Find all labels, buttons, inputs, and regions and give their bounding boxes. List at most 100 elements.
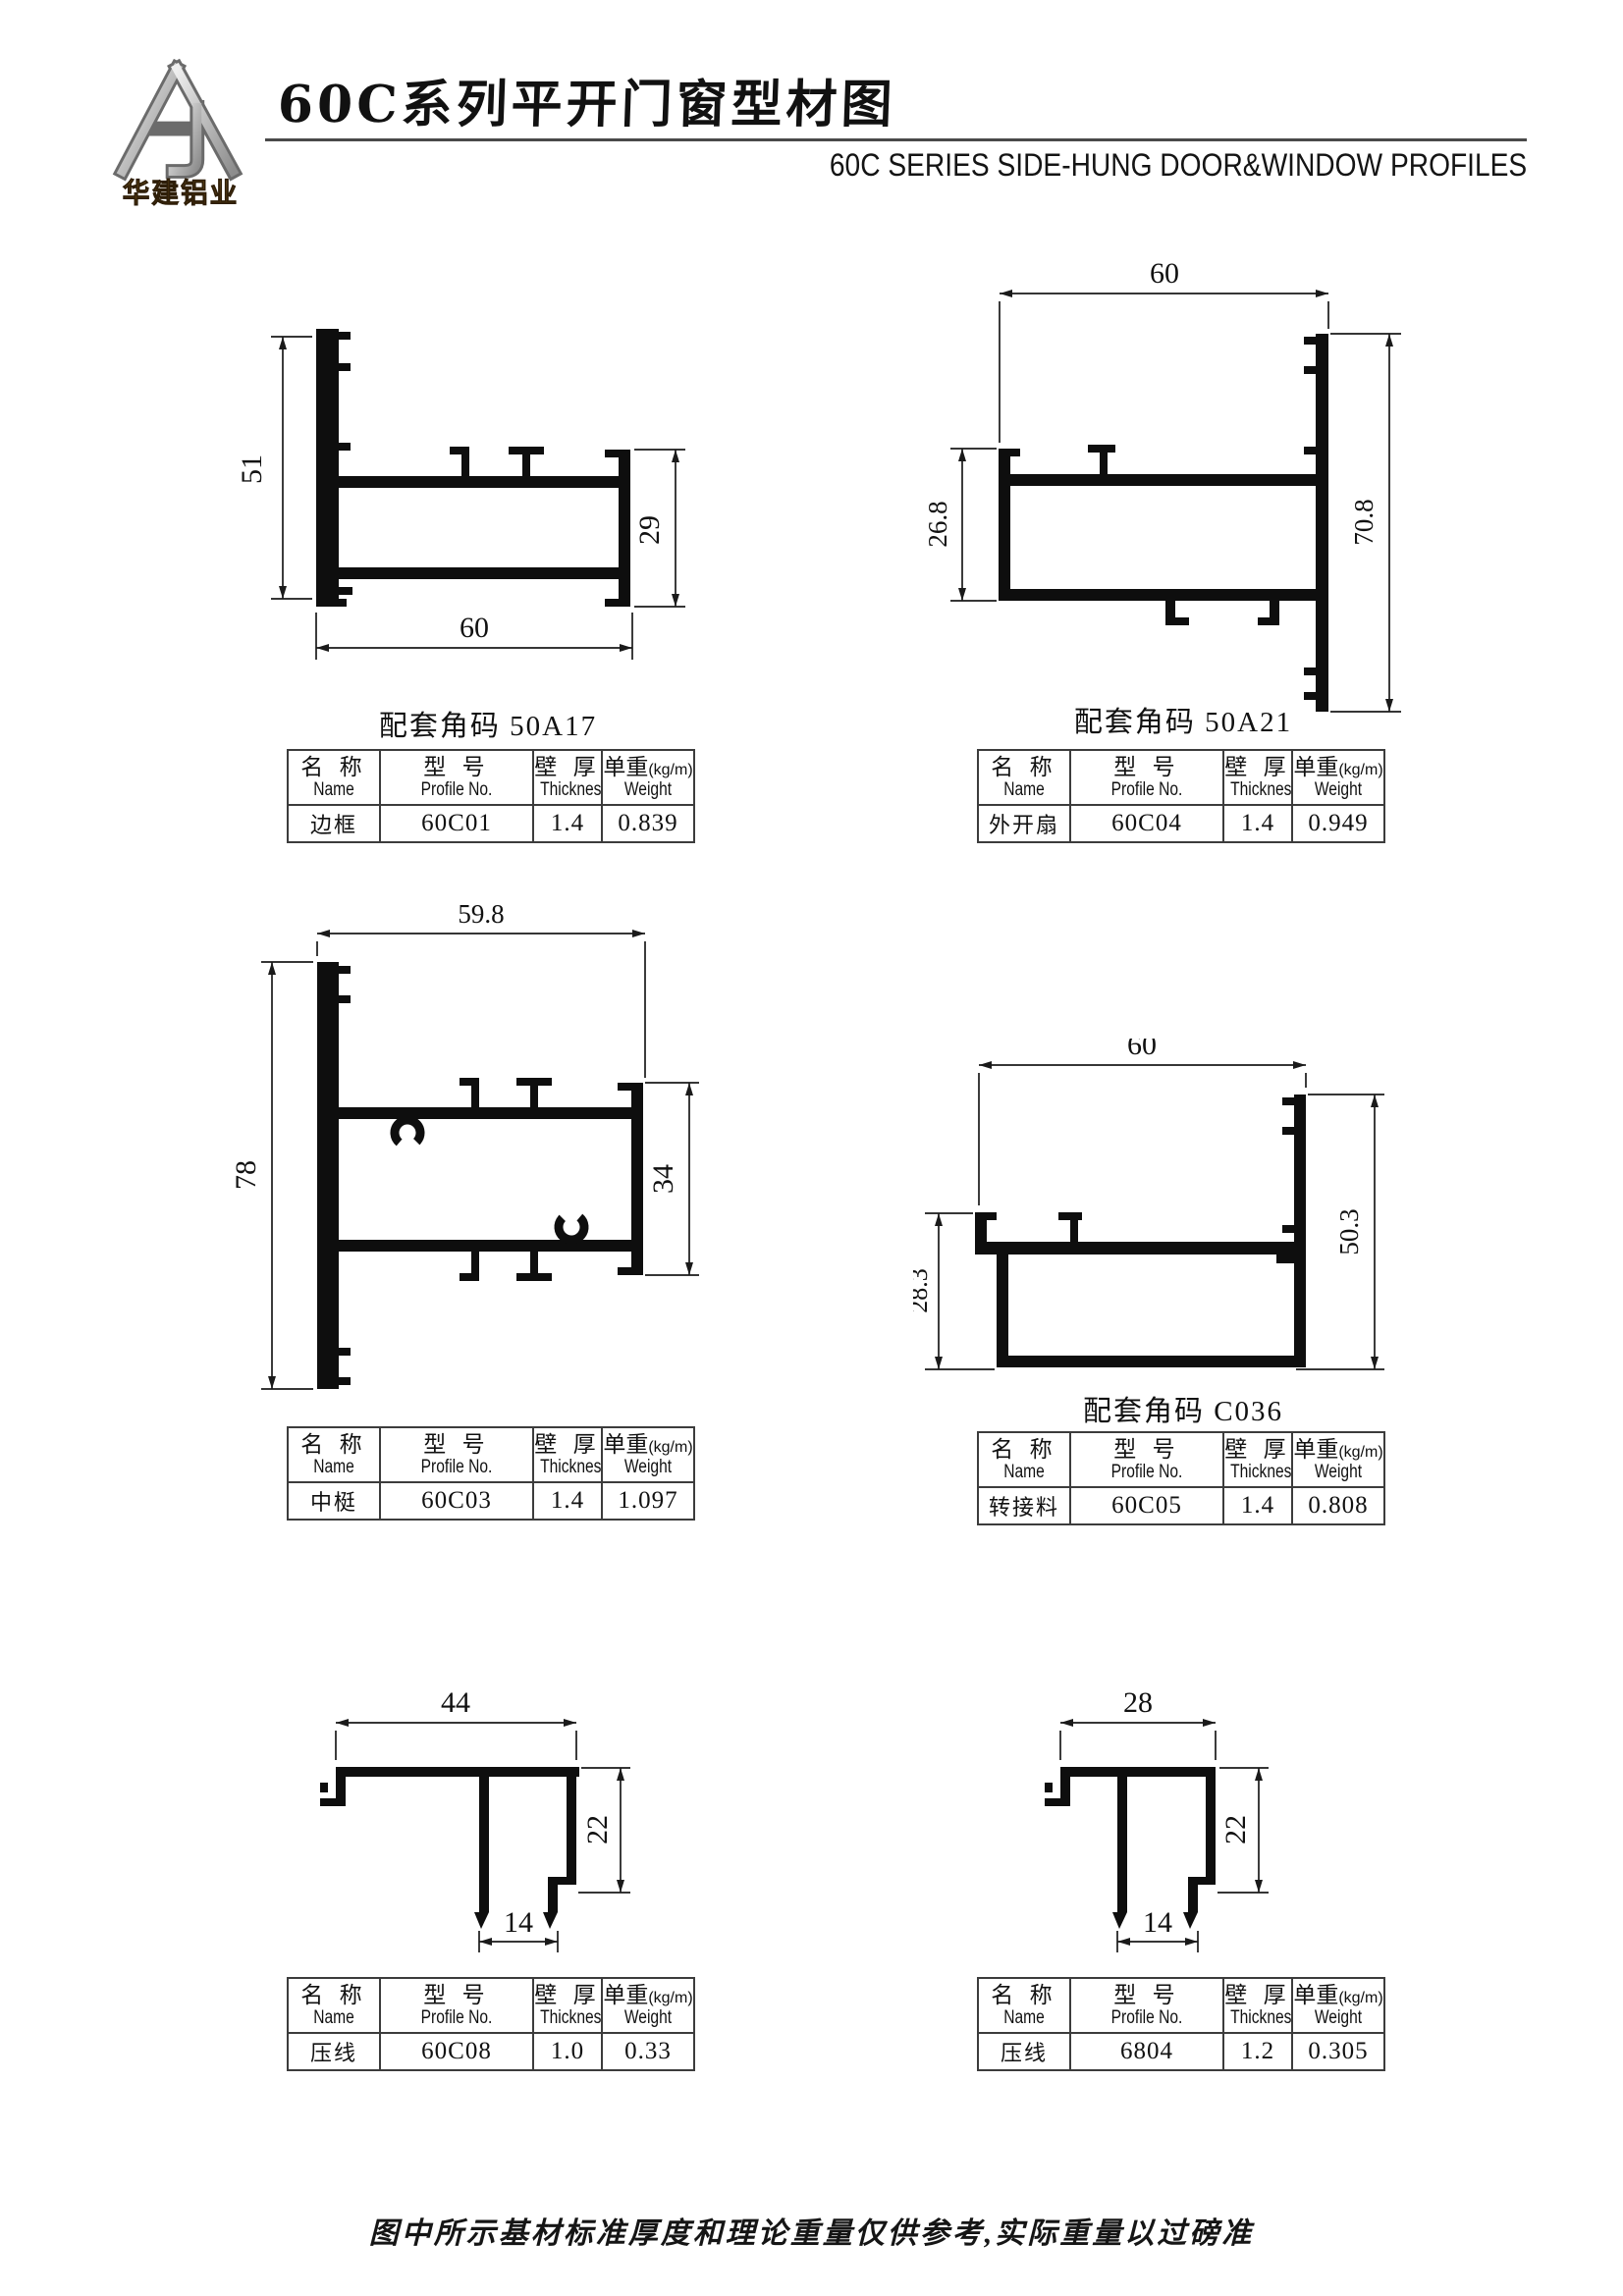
header-model-cn: 型 号 [423,754,490,780]
header-cell-model: 型 号 Profile No. [1069,749,1224,806]
header-name-en: Name [313,1456,354,1477]
profile-section-60C04 [999,334,1328,712]
profile-section-6804 [1045,1767,1216,1929]
cell-profile-model: 60C05 [1069,1486,1224,1525]
header-thickness-cn: 壁 厚 [1224,1436,1291,1463]
cell-profile-name: 边框 [287,804,381,843]
dim-label: 70.8 [1349,499,1379,545]
cell-profile-weight: 0.949 [1291,804,1385,843]
profile-drawing-60C05: 60 28.3 50.3 [913,1039,1384,1370]
header-model-en: Profile No. [1110,778,1183,800]
header-cell-model: 型 号 Profile No. [1069,1977,1224,2034]
corner-code-caption: 配套角码 50A17 [378,711,598,742]
dim-label: 14 [1143,1906,1172,1939]
dimension-arrows [935,1061,1379,1369]
header-thickness-en: Thickness [1230,778,1292,800]
header-model-cn: 型 号 [1113,754,1180,780]
page-subtitle: 60C SERIES SIDE-HUNG DOOR&WINDOW PROFILE… [829,147,1527,183]
header-weight-en: Weight [623,778,673,800]
dimension-lines [271,336,685,660]
cell-profile-weight: 0.808 [1291,1486,1385,1525]
header-name-cn: 名 称 [300,1982,367,2008]
screw-boss [554,1209,589,1245]
corner-code-caption: 配套角码 C036 [1082,1396,1284,1427]
spec-table-6804: 名 称 Name 型 号 Profile No. 壁 厚 Thickness 单… [977,1977,1385,2071]
header-cell-thickness: 壁 厚 Thickness [532,1977,603,2034]
dim-label: 22 [1219,1815,1252,1844]
header-model-cn: 型 号 [423,1982,490,2008]
header-model-en: Profile No. [1110,2006,1183,2028]
header-cell-name: 名 称 Name [287,1977,381,2034]
cell-profile-weight: 0.305 [1291,2032,1385,2071]
logo-text: 华建铝业 [123,178,239,208]
header-name-cn: 名 称 [300,754,367,780]
screw-boss [390,1115,425,1150]
header-model-cn: 型 号 [1113,1436,1180,1463]
profile-drawing-6804: 28 22 14 [1045,1686,1269,1952]
header-cell-name: 名 称 Name [977,1431,1071,1488]
dim-label: 60 [460,612,489,644]
header-cell-weight: 单重(kg/m) Weight [1291,1977,1385,2034]
header-weight-en: Weight [1314,1461,1363,1482]
header-thickness-cn: 壁 厚 [534,1431,601,1458]
header-cell-thickness: 壁 厚 Thickness [1222,749,1293,806]
profile-section-60C03 [317,962,643,1389]
dim-label: 44 [441,1686,470,1719]
header-thickness-cn: 壁 厚 [534,1982,601,2008]
header-cell-weight: 单重(kg/m) Weight [601,749,695,806]
header-cell-thickness: 壁 厚 Thickness [1222,1977,1293,2034]
profile-drawing-60C03: 59.8 78 34 [230,901,699,1390]
dim-label: 51 [236,454,268,484]
cell-profile-thickness: 1.0 [532,2032,603,2071]
header-thickness-en: Thickness [540,2006,602,2028]
cell-profile-model: 60C08 [379,2032,534,2071]
dimension-arrows [279,337,679,652]
header-cell-name: 名 称 Name [977,1977,1071,2034]
dim-label: 50.3 [1334,1208,1364,1255]
spec-table-60C05: 名 称 Name 型 号 Profile No. 壁 厚 Thickness 单… [977,1431,1385,1525]
header-model-en: Profile No. [420,778,493,800]
page-title: 60C系列平开门窗型材图 [276,75,897,134]
dim-label: 78 [230,1160,262,1190]
dimension-arrows [958,290,1393,712]
header-cell-weight: 单重(kg/m) Weight [601,1977,695,2034]
header-weight-cn: 单重 [1293,1982,1339,2008]
profile-section-60C01 [316,329,630,607]
header-name-en: Name [1003,778,1045,800]
title-underline [265,138,1527,141]
header-model-cn: 型 号 [423,1431,490,1458]
dimension-lines [950,293,1401,713]
dimension-arrows [268,930,693,1389]
header-weight-cn: 单重 [1293,754,1339,780]
dim-label: 60 [1150,257,1179,290]
header-cell-model: 型 号 Profile No. [379,749,534,806]
dimension-arrows [336,1719,624,1946]
header-thickness-cn: 壁 厚 [1224,1982,1291,2008]
header-cell-model: 型 号 Profile No. [379,1426,534,1483]
header-weight-en: Weight [1314,778,1363,800]
header-cell-weight: 单重(kg/m) Weight [601,1426,695,1483]
header-name-cn: 名 称 [300,1431,367,1458]
dimension-lines [925,1064,1384,1370]
header-cell-thickness: 壁 厚 Thickness [532,749,603,806]
header-weight-cn: 单重 [1293,1436,1339,1463]
header-weight-unit: (kg/m) [648,1439,693,1457]
profile-drawing-60C04: 60 26.8 70.8 [923,257,1401,713]
header-cell-model: 型 号 Profile No. [379,1977,534,2034]
header-cell-thickness: 壁 厚 Thickness [1222,1431,1293,1488]
dim-label: 14 [504,1906,533,1939]
cell-profile-thickness: 1.2 [1222,2032,1293,2071]
header-weight-unit: (kg/m) [648,762,693,779]
profile-section-60C08 [320,1767,579,1929]
profile-section-60C05 [975,1095,1306,1367]
header-cell-model: 型 号 Profile No. [1069,1431,1224,1488]
header-name-en: Name [313,2006,354,2028]
company-logo: 华建铝业 [112,58,243,209]
header-weight-cn: 单重 [603,1982,649,2008]
dim-label: 22 [581,1815,614,1844]
header-name-en: Name [1003,1461,1045,1482]
spec-table-60C03: 名 称 Name 型 号 Profile No. 壁 厚 Thickness 单… [287,1426,695,1521]
header-cell-name: 名 称 Name [287,1426,381,1483]
header-cell-name: 名 称 Name [977,749,1071,806]
header-name-en: Name [1003,2006,1045,2028]
